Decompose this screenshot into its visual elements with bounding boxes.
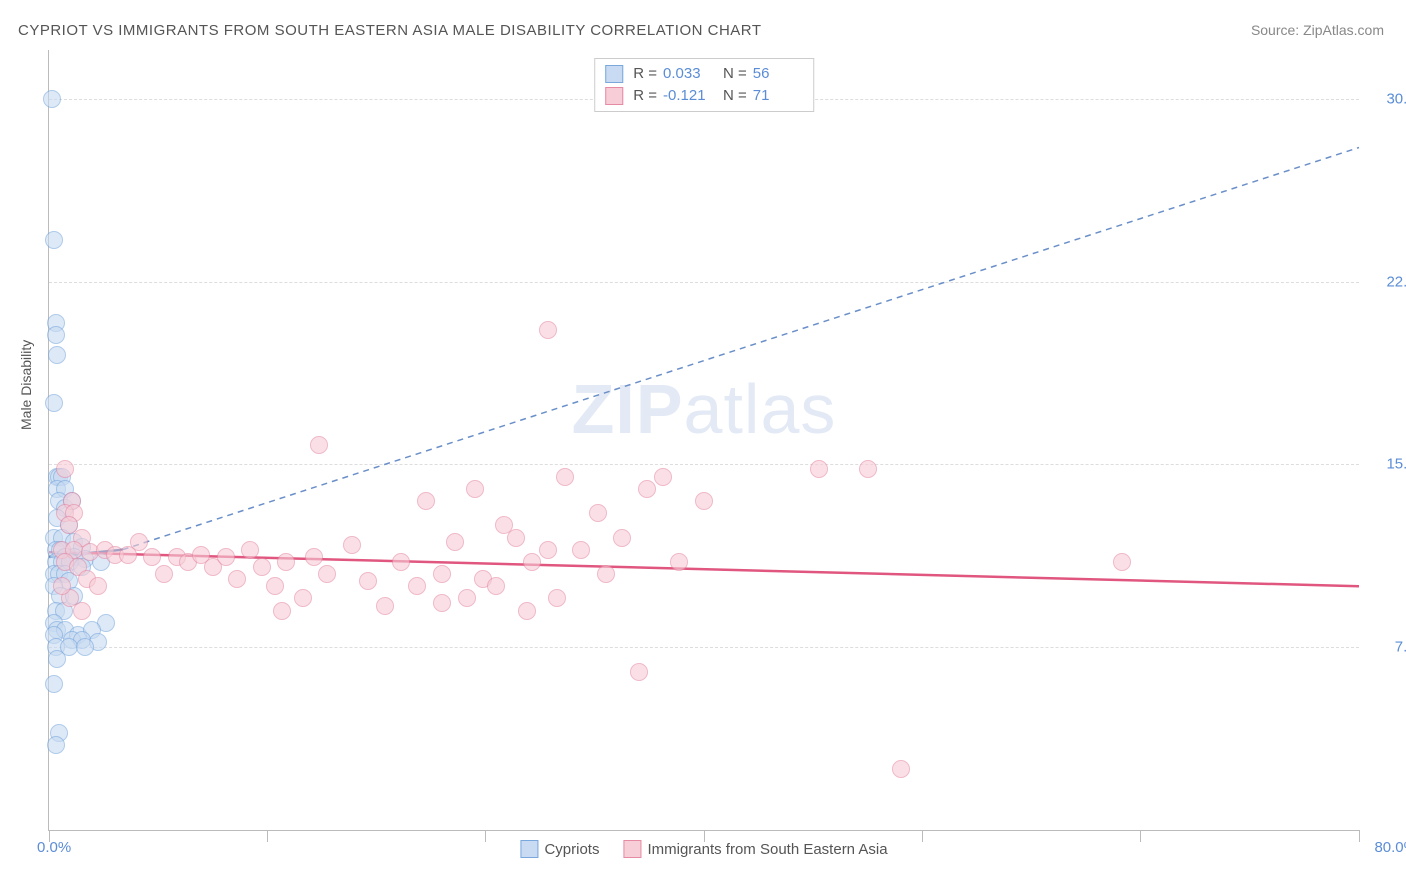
regression-lines — [49, 50, 1359, 830]
x-max-label: 80.0% — [1374, 839, 1406, 856]
data-point — [89, 577, 107, 595]
data-point — [53, 577, 71, 595]
stats-legend: R = 0.033 N = 56 R = -0.121 N = 71 — [594, 58, 814, 112]
data-point — [277, 553, 295, 571]
stats-row-0: R = 0.033 N = 56 — [605, 63, 803, 85]
swatch-icon — [605, 65, 623, 83]
data-point — [294, 589, 312, 607]
stats-row-1: R = -0.121 N = 71 — [605, 85, 803, 107]
legend-label: Cypriots — [544, 841, 599, 858]
data-point — [1113, 553, 1131, 571]
data-point — [589, 504, 607, 522]
y-tick-label: 22.5% — [1369, 273, 1406, 290]
data-point — [359, 572, 377, 590]
r-label: R = — [633, 85, 657, 107]
data-point — [273, 602, 291, 620]
data-point — [155, 565, 173, 583]
n-label: N = — [723, 85, 747, 107]
data-point — [417, 492, 435, 510]
data-point — [73, 602, 91, 620]
data-point — [433, 594, 451, 612]
data-point — [539, 541, 557, 559]
legend-item-0: Cypriots — [520, 840, 599, 858]
data-point — [48, 346, 66, 364]
data-point — [228, 570, 246, 588]
data-point — [507, 529, 525, 547]
swatch-icon — [605, 87, 623, 105]
data-point — [48, 650, 66, 668]
n-value: 56 — [753, 63, 803, 85]
data-point — [487, 577, 505, 595]
data-point — [43, 90, 61, 108]
data-point — [45, 675, 63, 693]
data-point — [556, 468, 574, 486]
r-value: 0.033 — [663, 63, 713, 85]
data-point — [670, 553, 688, 571]
data-point — [859, 460, 877, 478]
data-point — [76, 638, 94, 656]
data-point — [143, 548, 161, 566]
r-value: -0.121 — [663, 85, 713, 107]
data-point — [253, 558, 271, 576]
data-point — [810, 460, 828, 478]
legend: Cypriots Immigrants from South Eastern A… — [520, 840, 887, 858]
data-point — [458, 589, 476, 607]
data-point — [518, 602, 536, 620]
data-point — [130, 533, 148, 551]
data-point — [305, 548, 323, 566]
r-label: R = — [633, 63, 657, 85]
chart-title: CYPRIOT VS IMMIGRANTS FROM SOUTH EASTERN… — [18, 22, 762, 39]
data-point — [47, 736, 65, 754]
x-min-label: 0.0% — [37, 839, 71, 856]
data-point — [45, 231, 63, 249]
source-label: Source: ZipAtlas.com — [1251, 22, 1384, 38]
data-point — [613, 529, 631, 547]
data-point — [523, 553, 541, 571]
data-point — [408, 577, 426, 595]
data-point — [638, 480, 656, 498]
data-point — [695, 492, 713, 510]
data-point — [446, 533, 464, 551]
data-point — [572, 541, 590, 559]
legend-item-1: Immigrants from South Eastern Asia — [623, 840, 887, 858]
data-point — [597, 565, 615, 583]
data-point — [392, 553, 410, 571]
y-axis-label: Male Disability — [18, 340, 34, 430]
n-value: 71 — [753, 85, 803, 107]
data-point — [654, 468, 672, 486]
plot-area: ZIPatlas 7.5%15.0%22.5%30.0% R = 0.033 N… — [48, 50, 1359, 831]
data-point — [56, 460, 74, 478]
data-point — [217, 548, 235, 566]
data-point — [241, 541, 259, 559]
y-tick-label: 30.0% — [1369, 90, 1406, 107]
data-point — [310, 436, 328, 454]
data-point — [466, 480, 484, 498]
data-point — [548, 589, 566, 607]
data-point — [630, 663, 648, 681]
y-tick-label: 7.5% — [1369, 639, 1406, 656]
data-point — [318, 565, 336, 583]
data-point — [433, 565, 451, 583]
data-point — [47, 326, 65, 344]
data-point — [539, 321, 557, 339]
swatch-icon — [623, 840, 641, 858]
y-tick-label: 15.0% — [1369, 456, 1406, 473]
n-label: N = — [723, 63, 747, 85]
data-point — [45, 394, 63, 412]
data-point — [892, 760, 910, 778]
data-point — [266, 577, 284, 595]
data-point — [376, 597, 394, 615]
swatch-icon — [520, 840, 538, 858]
data-point — [343, 536, 361, 554]
legend-label: Immigrants from South Eastern Asia — [647, 841, 887, 858]
